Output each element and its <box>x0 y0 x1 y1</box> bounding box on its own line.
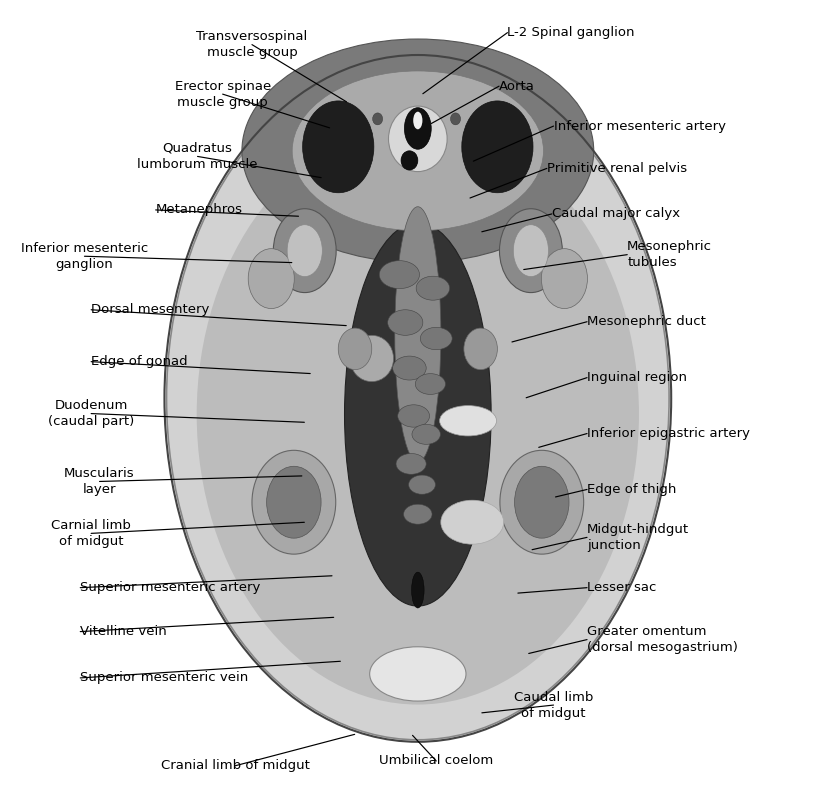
Ellipse shape <box>373 113 383 125</box>
Ellipse shape <box>350 335 393 382</box>
Ellipse shape <box>440 500 503 544</box>
Ellipse shape <box>409 475 435 494</box>
Text: Caudal major calyx: Caudal major calyx <box>552 207 680 221</box>
Ellipse shape <box>500 450 584 554</box>
Text: Inferior epigastric artery: Inferior epigastric artery <box>587 427 750 440</box>
Text: Caudal limb
of midgut: Caudal limb of midgut <box>513 690 593 719</box>
Ellipse shape <box>287 225 322 277</box>
Ellipse shape <box>303 101 374 193</box>
Ellipse shape <box>401 151 418 170</box>
Ellipse shape <box>440 406 497 436</box>
Text: Edge of gonad: Edge of gonad <box>91 355 188 368</box>
Ellipse shape <box>274 209 336 293</box>
Ellipse shape <box>345 222 491 606</box>
Text: Dorsal mesentery: Dorsal mesentery <box>91 303 210 316</box>
Ellipse shape <box>404 504 432 524</box>
Text: Cranial limb of midgut: Cranial limb of midgut <box>161 759 310 772</box>
Ellipse shape <box>338 328 372 370</box>
Ellipse shape <box>252 450 336 554</box>
Text: Metanephros: Metanephros <box>156 203 242 217</box>
Text: Edge of thigh: Edge of thigh <box>587 483 676 496</box>
Ellipse shape <box>404 108 431 150</box>
Ellipse shape <box>166 57 670 740</box>
Text: L-2 Spinal ganglion: L-2 Spinal ganglion <box>508 26 635 39</box>
Text: Midgut-hindgut
junction: Midgut-hindgut junction <box>587 523 689 552</box>
Ellipse shape <box>499 209 562 293</box>
Ellipse shape <box>267 466 321 538</box>
Text: Muscularis
layer: Muscularis layer <box>65 467 135 496</box>
Text: Inferior mesenteric
ganglion: Inferior mesenteric ganglion <box>21 242 148 270</box>
Ellipse shape <box>541 249 587 309</box>
Text: Mesonephric duct: Mesonephric duct <box>587 315 706 328</box>
Ellipse shape <box>396 454 426 474</box>
Text: Vitelline vein: Vitelline vein <box>81 625 167 638</box>
Ellipse shape <box>416 276 450 300</box>
Ellipse shape <box>370 646 466 701</box>
Ellipse shape <box>379 261 420 289</box>
Text: Aorta: Aorta <box>499 80 535 93</box>
Ellipse shape <box>412 424 440 444</box>
Ellipse shape <box>395 206 440 462</box>
Ellipse shape <box>513 225 549 277</box>
Ellipse shape <box>292 71 544 230</box>
Text: Umbilical coelom: Umbilical coelom <box>379 754 493 767</box>
Ellipse shape <box>461 101 533 193</box>
Text: Primitive renal pelvis: Primitive renal pelvis <box>547 162 687 175</box>
Ellipse shape <box>398 405 430 427</box>
Text: Erector spinae
muscle group: Erector spinae muscle group <box>175 80 271 109</box>
Ellipse shape <box>388 106 447 171</box>
Text: Transversospinal
muscle group: Transversospinal muscle group <box>196 30 308 59</box>
Ellipse shape <box>464 328 498 370</box>
Text: Inferior mesenteric artery: Inferior mesenteric artery <box>554 119 726 133</box>
Ellipse shape <box>388 310 423 335</box>
Ellipse shape <box>393 356 426 380</box>
Ellipse shape <box>248 249 294 309</box>
Text: Duodenum
(caudal part): Duodenum (caudal part) <box>48 399 134 428</box>
Ellipse shape <box>414 112 422 130</box>
Text: Superior mesenteric vein: Superior mesenteric vein <box>81 671 248 685</box>
Ellipse shape <box>242 39 594 262</box>
Ellipse shape <box>415 374 446 394</box>
Text: Quadratus
lumborum muscle: Quadratus lumborum muscle <box>138 142 258 171</box>
Text: Carnial limb
of midgut: Carnial limb of midgut <box>51 519 131 548</box>
Text: Inguinal region: Inguinal region <box>587 371 687 384</box>
Text: Lesser sac: Lesser sac <box>587 581 656 594</box>
Text: Greater omentum
(dorsal mesogastrium): Greater omentum (dorsal mesogastrium) <box>587 625 737 654</box>
Text: Mesonephric
tubules: Mesonephric tubules <box>628 240 712 269</box>
Ellipse shape <box>514 466 569 538</box>
Ellipse shape <box>451 113 461 125</box>
Ellipse shape <box>412 572 424 608</box>
Text: Superior mesenteric artery: Superior mesenteric artery <box>81 581 261 594</box>
Ellipse shape <box>420 327 452 350</box>
Ellipse shape <box>196 124 639 705</box>
